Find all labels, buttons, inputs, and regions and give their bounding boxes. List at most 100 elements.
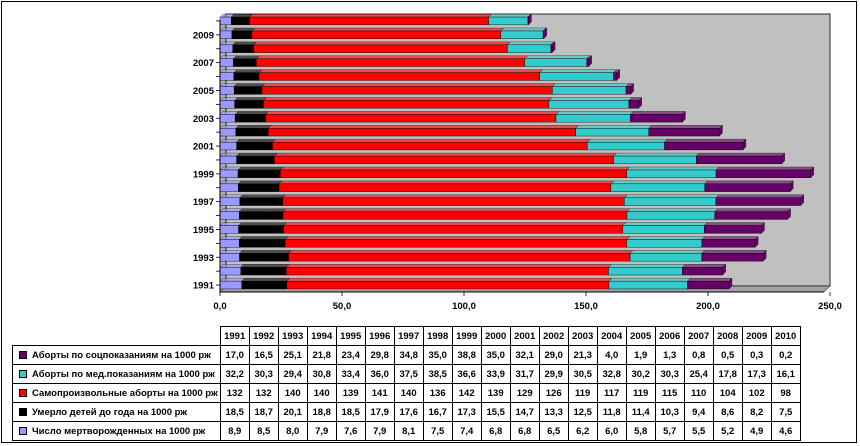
y-tick-label: 2009 xyxy=(193,30,214,41)
bar-top-Самопроизвольные аборты на 1000 рж-2003 xyxy=(265,111,560,115)
table-year-header: 2001 xyxy=(509,326,540,346)
table-cell: 29,4 xyxy=(277,364,308,384)
y-tick-label: 1995 xyxy=(193,225,215,236)
table-cell: 18,5 xyxy=(219,402,250,422)
table-year-header: 1992 xyxy=(248,326,279,346)
bar-Число мертворожденных на 1000 рж-1995 xyxy=(219,225,239,234)
bar-top-Самопроизвольные аборты на 1000 рж-2008 xyxy=(253,41,511,46)
legend-entry: Аборты по мед.показаниям на 1000 рж xyxy=(12,364,221,384)
bar-Число мертворожденных на 1000 рж-2010 xyxy=(219,16,232,26)
bar-top-Умерло детей до года на 1000 рж-1991 xyxy=(241,278,291,282)
table-cell: 7,9 xyxy=(364,421,395,441)
bar-top-Умерло детей до года на 1000 рж-1998 xyxy=(237,180,283,185)
table-year-header: 2005 xyxy=(625,326,656,346)
bar-top-Аборты по мед.показаниям на 1000 рж-2010 xyxy=(488,13,532,18)
bar-top-Самопроизвольные аборты на 1000 рж-2000 xyxy=(274,152,617,157)
table-year-header: 2003 xyxy=(567,326,598,346)
bar-top-Самопроизвольные аборты на 1000 рж-1995 xyxy=(283,222,627,226)
bar-Умерло детей до года на 1000 рж-2006 xyxy=(233,72,260,81)
y-tick-label: 2007 xyxy=(193,58,214,69)
table-cell: 17,3 xyxy=(451,402,482,422)
y-tick-label: 1997 xyxy=(193,197,214,208)
bar-end-2007 xyxy=(588,55,592,67)
bar-Самопроизвольные аборты на 1000 рж-1996 xyxy=(282,211,628,220)
legend-entry: Аборты по соцпоказаниям на 1000 рж xyxy=(12,345,221,365)
bar-top-Умерло детей до года на 1000 рж-2009 xyxy=(231,27,256,32)
table-cell: 7,5 xyxy=(770,402,801,422)
bar-Умерло детей до года на 1000 рж-1995 xyxy=(238,225,284,234)
bar-end-2009 xyxy=(543,27,547,40)
bar-top-Число мертворожденных на 1000 рж-1996 xyxy=(219,208,243,212)
table-cell: 119 xyxy=(567,383,598,403)
bar-Аборты по соцпоказаниям на 1000 рж-1999 xyxy=(715,169,811,178)
bar-end-2004 xyxy=(638,97,642,109)
y-tick-label: 1993 xyxy=(193,253,214,264)
bar-Аборты по мед.показаниям на 1000 рж-2009 xyxy=(500,30,544,39)
table-cell: 126 xyxy=(538,383,569,403)
bar-top-Самопроизвольные аборты на 1000 рж-1992 xyxy=(286,264,612,268)
table-cell: 119 xyxy=(625,383,656,403)
bar-top-Число мертворожденных на 1000 рж-1998 xyxy=(219,180,242,185)
table-cell: 140 xyxy=(277,383,308,403)
bar-top-Умерло детей до года на 1000 рж-1994 xyxy=(238,236,289,240)
table-cell: 1,9 xyxy=(625,345,656,365)
bar-Аборты по мед.показаниям на 1000 рж-2003 xyxy=(555,114,631,123)
bar-top-Самопроизвольные аборты на 1000 рж-2001 xyxy=(272,139,591,143)
bar-Аборты по соцпоказаниям на 1000 рж-1993 xyxy=(701,253,764,262)
legend-entry: Самопроизвольные аборты на 1000 рж xyxy=(12,383,221,403)
bar-Самопроизвольные аборты на 1000 рж-2008 xyxy=(253,44,508,53)
bar-top-Умерло детей до года на 1000 рж-1995 xyxy=(238,222,288,226)
table-cell: 20,1 xyxy=(277,402,308,422)
table-cell: 9,4 xyxy=(683,402,714,422)
table-cell: 142 xyxy=(451,383,482,403)
table-cell: 132 xyxy=(248,383,279,403)
table-cell: 18,7 xyxy=(248,402,279,422)
table-cell: 141 xyxy=(364,383,395,403)
table-cell: 4,6 xyxy=(770,421,801,441)
legend-label: Умерло детей до года на 1000 рж xyxy=(32,406,188,418)
table-cell: 102 xyxy=(741,383,772,403)
bar-end-1998 xyxy=(790,180,794,193)
bar-Число мертворожденных на 1000 рж-2002 xyxy=(219,128,237,137)
bar-end-1995 xyxy=(761,222,765,234)
bar-Число мертворожденных на 1000 рж-1998 xyxy=(219,183,239,192)
bar-Число мертворожденных на 1000 рж-2005 xyxy=(219,86,235,95)
bar-top-Умерло детей до года на 1000 рж-2005 xyxy=(233,83,266,87)
table-cell: 8,5 xyxy=(248,421,279,441)
bar-Умерло детей до года на 1000 рж-1992 xyxy=(240,267,287,276)
table-cell: 6,5 xyxy=(538,421,569,441)
bar-Самопроизвольные аборты на 1000 рж-2009 xyxy=(251,30,502,39)
table-cell: 30,3 xyxy=(248,364,279,384)
table-year-header: 1993 xyxy=(277,326,308,346)
table-cell: 132 xyxy=(219,383,250,403)
table-cell: 34,8 xyxy=(393,345,424,365)
bar-top-Аборты по мед.показаниям на 1000 рж-1994 xyxy=(626,236,706,240)
table-cell: 21,8 xyxy=(306,345,337,365)
bar-top-Аборты по соцпоказаниям на 1000 рж-2000 xyxy=(695,152,786,157)
bar-top-Аборты по мед.показаниям на 1000 рж-2000 xyxy=(613,152,700,157)
table-cell: 6,2 xyxy=(567,421,598,441)
bar-Умерло детей до года на 1000 рж-1994 xyxy=(239,239,286,248)
bar-top-Самопроизвольные аборты на 1000 рж-2004 xyxy=(263,97,553,101)
bar-top-Аборты по соцпоказаниям на 1000 рж-1993 xyxy=(701,250,767,254)
table-cell: 36,0 xyxy=(364,364,395,384)
table-cell: 31,7 xyxy=(509,364,540,384)
bar-top-Умерло детей до года на 1000 рж-2006 xyxy=(233,69,263,73)
table-year-header: 1995 xyxy=(335,326,366,346)
bar-top-Аборты по соцпоказаниям на 1000 рж-1997 xyxy=(715,194,805,198)
bar-top-Самопроизвольные аборты на 1000 рж-1996 xyxy=(282,208,631,212)
bar-Умерло детей до года на 1000 рж-2009 xyxy=(231,30,253,39)
bar-top-Умерло детей до года на 1000 рж-2010 xyxy=(230,13,253,18)
bar-top-Самопроизвольные аборты на 1000 рж-1997 xyxy=(282,194,628,198)
bar-top-Аборты по соцпоказаниям на 1000 рж-1994 xyxy=(701,236,759,240)
table-cell: 7,4 xyxy=(451,421,482,441)
table-cell: 16,7 xyxy=(422,402,453,422)
table-year-header: 1999 xyxy=(451,326,482,346)
table-year-header: 2002 xyxy=(538,326,569,346)
x-tick-label: 0,0 xyxy=(213,301,226,312)
table-cell: 117 xyxy=(596,383,627,403)
table-row: Умерло детей до года на 1000 рж 18,5 18,7 2… xyxy=(12,402,801,422)
bar-top-Самопроизвольные аборты на 1000 рж-2010 xyxy=(249,13,493,18)
bar-top-Умерло детей до года на 1000 рж-1997 xyxy=(239,194,287,198)
table-cell: 38,5 xyxy=(422,364,453,384)
